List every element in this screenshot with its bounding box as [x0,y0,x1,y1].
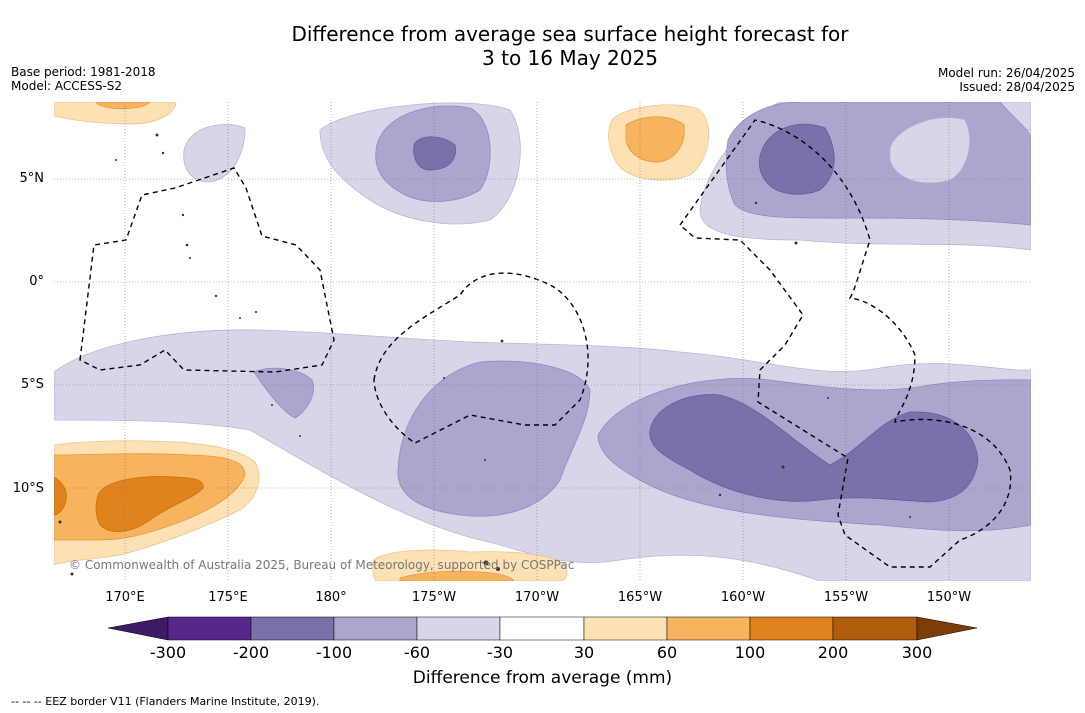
colorbar-tick: -60 [403,643,431,662]
colorbar [107,616,978,641]
meta-right: Model run: 26/04/2025 Issued: 28/04/2025 [938,66,1075,94]
lon-label-150w: 150°W [926,590,972,605]
colorbar-segment [583,616,668,641]
copyright-credit: © Commonwealth of Australia 2025, Bureau… [69,558,575,572]
colorbar-tick: -300 [149,643,187,662]
colorbar-tick: 60 [656,643,678,662]
lon-label-175e: 175°E [208,590,248,605]
model-run: Model run: 26/04/2025 [937,66,1075,80]
colorbar-tick: -200 [232,643,270,662]
colorbar-segment [167,616,252,641]
colorbar-extend-low [107,616,169,641]
lon-label-175w: 175°W [411,590,457,605]
lat-label-5n: 5°N [19,171,45,186]
colorbar-tick: 30 [573,643,595,662]
colorbar-tick: -30 [486,643,514,662]
islands [58,133,911,576]
lon-label-155w: 155°W [823,590,869,605]
colorbar-tick: 100 [734,643,766,662]
colorbar-segment [333,616,418,641]
colorbar-segment [416,616,501,641]
meta-left: Base period: 1981-2018 Model: ACCESS-S2 [11,65,156,93]
colorbar-segment [749,616,834,641]
issued-date: Issued: 28/04/2025 [959,80,1075,94]
title-line-1: Difference from average sea surface heig… [291,22,849,46]
model-name: Model: ACCESS-S2 [11,79,123,93]
base-period: Base period: 1981-2018 [11,65,156,79]
colorbar-extend-high [916,616,978,641]
eez-borders [79,119,1012,568]
eez-footnote: -- -- -- EEZ border V11 (Flanders Marine… [11,695,320,708]
lat-label-5s: 5°S [20,377,44,392]
colorbar-tick: 200 [817,643,849,662]
lon-label-180: 180° [315,590,347,605]
lon-label-160w: 160°W [720,590,766,605]
anomaly-pos-100 [54,476,204,532]
map-title: Difference from average sea surface heig… [0,22,1085,70]
lat-label-0: 0° [29,274,44,289]
colorbar-title: Difference from average (mm) [412,668,673,688]
lon-label-165w: 165°W [617,590,663,605]
lat-label-10s: 10°S [12,481,44,496]
colorbar-segment [666,616,751,641]
colorbar-tick: -100 [315,643,353,662]
colorbar-segment [832,616,918,641]
colorbar-segment [499,616,585,641]
anomaly-patch-upper-right [889,117,970,184]
map-area [54,102,1031,581]
graticule [54,102,1031,581]
lon-label-170w: 170°W [514,590,560,605]
title-line-2: 3 to 16 May 2025 [482,46,658,70]
lon-label-170e: 170°E [105,590,145,605]
colorbar-segment [250,616,335,641]
colorbar-tick: 300 [901,643,933,662]
